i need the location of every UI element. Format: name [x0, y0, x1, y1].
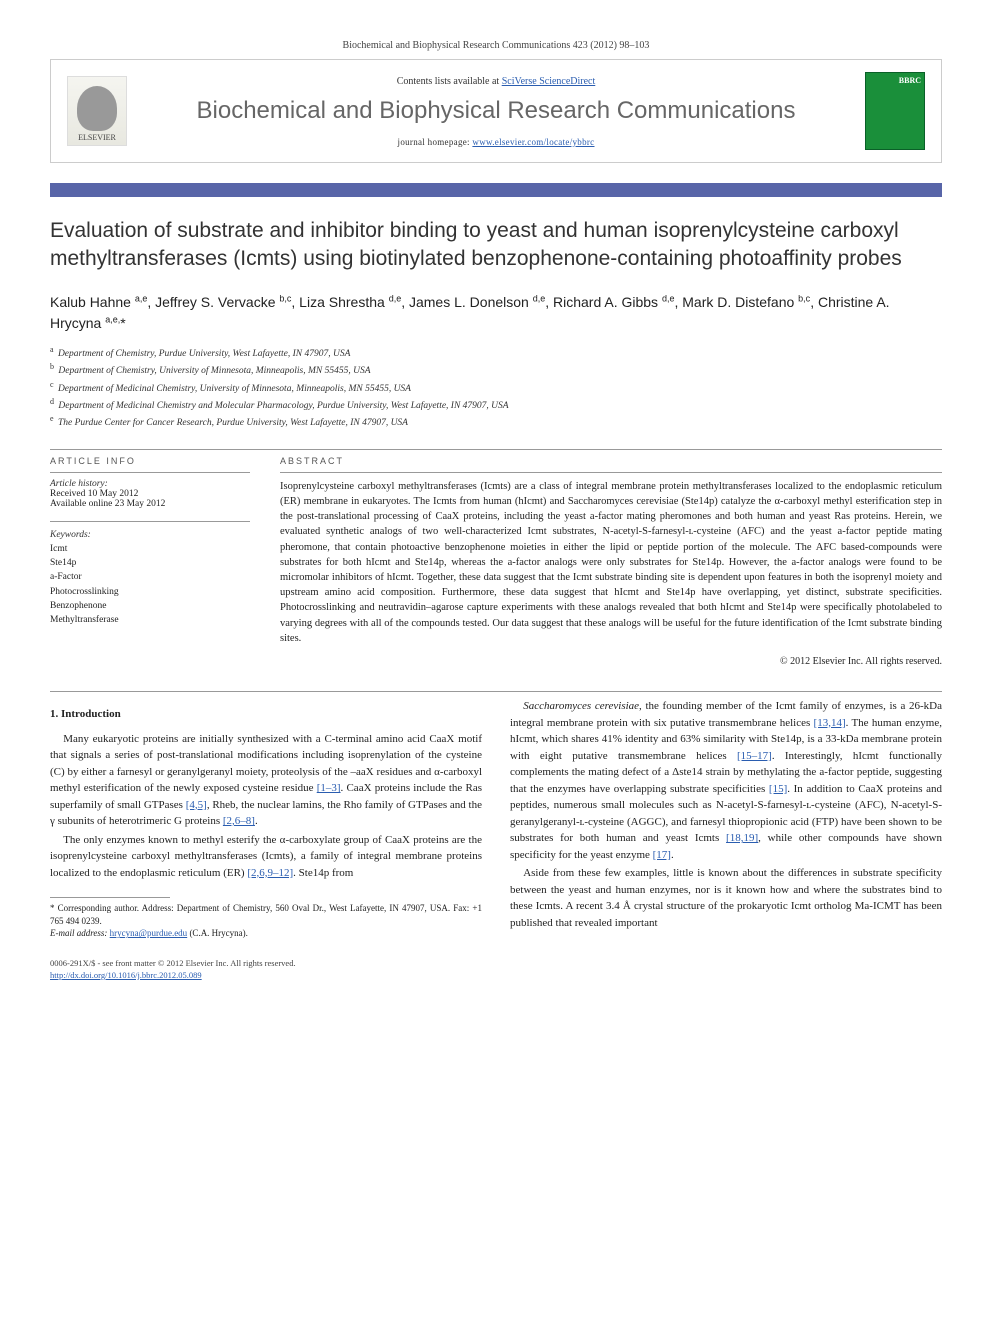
abstract-copyright: © 2012 Elsevier Inc. All rights reserved…	[280, 656, 942, 667]
article-info-heading: ARTICLE INFO	[50, 456, 250, 466]
citation-link[interactable]: [2,6–8]	[223, 815, 255, 827]
online-date: Available online 23 May 2012	[50, 499, 250, 509]
keywords-block: Keywords: IcmtSte14pa-FactorPhotocrossli…	[50, 528, 250, 628]
citation-link[interactable]: [15]	[769, 783, 787, 795]
keyword-item: a-Factor	[50, 570, 250, 584]
body-paragraph: Saccharomyces cerevisiae, the founding m…	[510, 698, 942, 863]
contents-line: Contents lists available at SciVerse Sci…	[143, 76, 849, 87]
affiliation-item: e The Purdue Center for Cancer Research,…	[50, 413, 942, 430]
elsevier-logo: ELSEVIER	[67, 76, 127, 146]
homepage-line: journal homepage: www.elsevier.com/locat…	[143, 137, 849, 147]
affiliation-item: a Department of Chemistry, Purdue Univer…	[50, 344, 942, 361]
homepage-link[interactable]: www.elsevier.com/locate/ybbrc	[472, 137, 594, 147]
article-history: Article history: Received 10 May 2012 Av…	[50, 479, 250, 509]
journal-banner: ELSEVIER Contents lists available at Sci…	[50, 59, 942, 163]
body-paragraph: Many eukaryotic proteins are initially s…	[50, 731, 482, 830]
info-abstract-row: ARTICLE INFO Article history: Received 1…	[50, 456, 942, 667]
email-line: E-mail address: hrycyna@purdue.edu (C.A.…	[50, 927, 482, 940]
page-footer: 0006-291X/$ - see front matter © 2012 El…	[50, 958, 942, 982]
doi-link[interactable]: http://dx.doi.org/10.1016/j.bbrc.2012.05…	[50, 970, 202, 980]
received-date: Received 10 May 2012	[50, 489, 250, 499]
front-matter-line: 0006-291X/$ - see front matter © 2012 El…	[50, 958, 942, 970]
affiliation-item: c Department of Medicinal Chemistry, Uni…	[50, 379, 942, 396]
citation-link[interactable]: [15–17]	[737, 750, 772, 762]
body-columns: 1. Introduction Many eukaryotic proteins…	[50, 698, 942, 940]
citation-link[interactable]: [1–3]	[317, 782, 341, 794]
section-color-bar	[50, 183, 942, 197]
keywords-label: Keywords:	[50, 528, 250, 542]
affiliation-list: a Department of Chemistry, Purdue Univer…	[50, 344, 942, 431]
sciencedirect-link[interactable]: SciVerse ScienceDirect	[502, 76, 596, 87]
banner-center: Contents lists available at SciVerse Sci…	[143, 76, 849, 147]
keyword-item: Ste14p	[50, 556, 250, 570]
cover-abbrev: BBRC	[899, 76, 921, 85]
divider	[50, 521, 250, 522]
history-label: Article history:	[50, 479, 250, 489]
author-list: Kalub Hahne a,e, Jeffrey S. Vervacke b,c…	[50, 292, 942, 334]
citation-link[interactable]: [4,5]	[186, 799, 207, 811]
citation-link[interactable]: [17]	[653, 849, 671, 861]
email-label: E-mail address:	[50, 928, 107, 938]
citation-link[interactable]: [2,6,9–12]	[247, 867, 293, 879]
running-header: Biochemical and Biophysical Research Com…	[50, 40, 942, 51]
abstract-text: Isoprenylcysteine carboxyl methyltransfe…	[280, 479, 942, 646]
email-suffix: (C.A. Hrycyna).	[189, 928, 247, 938]
intro-heading: 1. Introduction	[50, 706, 482, 723]
citation-link[interactable]: [13,14]	[814, 717, 846, 729]
corresponding-author-note: * Corresponding author. Address: Departm…	[50, 902, 482, 927]
divider	[50, 472, 250, 473]
body-paragraph: The only enzymes known to methyl esterif…	[50, 832, 482, 882]
keyword-item: Icmt	[50, 542, 250, 556]
keyword-item: Methyltransferase	[50, 613, 250, 627]
divider	[50, 449, 942, 450]
abstract-column: ABSTRACT Isoprenylcysteine carboxyl meth…	[280, 456, 942, 667]
keyword-item: Photocrosslinking	[50, 585, 250, 599]
footnote-separator	[50, 897, 170, 898]
abstract-heading: ABSTRACT	[280, 456, 942, 466]
elsevier-tree-icon	[77, 86, 117, 131]
divider	[280, 472, 942, 473]
affiliation-item: d Department of Medicinal Chemistry and …	[50, 396, 942, 413]
email-link[interactable]: hrycyna@purdue.edu	[110, 928, 188, 938]
affiliation-item: b Department of Chemistry, University of…	[50, 361, 942, 378]
elsevier-label: ELSEVIER	[78, 133, 116, 142]
homepage-prefix: journal homepage:	[398, 137, 473, 147]
body-paragraph: Aside from these few examples, little is…	[510, 865, 942, 931]
footnotes: * Corresponding author. Address: Departm…	[50, 902, 482, 940]
journal-cover-thumb: BBRC	[865, 72, 925, 150]
article-info-column: ARTICLE INFO Article history: Received 1…	[50, 456, 250, 667]
journal-title: Biochemical and Biophysical Research Com…	[143, 97, 849, 125]
divider	[50, 691, 942, 692]
citation-link[interactable]: [18,19]	[726, 832, 758, 844]
keyword-item: Benzophenone	[50, 599, 250, 613]
contents-prefix: Contents lists available at	[397, 76, 502, 87]
article-title: Evaluation of substrate and inhibitor bi…	[50, 217, 942, 274]
